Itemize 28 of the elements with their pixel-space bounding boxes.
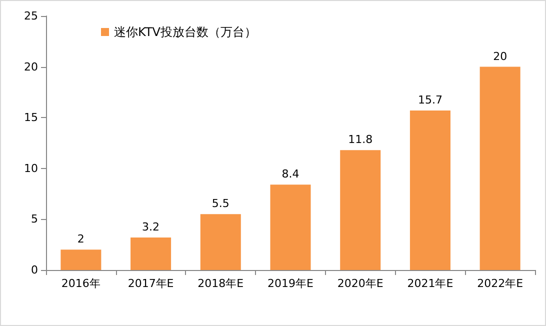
y-tick-label: 0 <box>31 264 38 276</box>
data-label: 8.4 <box>282 168 300 181</box>
data-label: 20 <box>493 50 508 63</box>
y-tick-label: 25 <box>24 10 38 22</box>
x-tick-label: 2019年E <box>268 277 314 290</box>
data-label: 3.2 <box>142 220 160 234</box>
x-tick-label: 2016年 <box>61 277 100 290</box>
data-label: 2 <box>77 232 84 246</box>
y-tick-label: 15 <box>24 111 38 124</box>
bar <box>130 237 172 270</box>
data-label: 15.7 <box>418 93 442 106</box>
bar <box>480 66 520 270</box>
bar <box>200 214 241 270</box>
y-tick-label: 20 <box>24 60 38 74</box>
x-tick-label: 2020年E <box>337 277 384 290</box>
data-label: 11.8 <box>348 133 373 146</box>
bar <box>410 110 450 270</box>
bar <box>270 184 311 270</box>
legend-label: 迷你KTV投放台数（万台） <box>114 25 256 39</box>
bar <box>340 150 381 270</box>
data-label: 5.5 <box>212 197 230 210</box>
bar <box>60 250 102 270</box>
x-tick-label: 2017年E <box>128 277 174 290</box>
x-tick-label: 2022年E <box>477 277 524 290</box>
x-tick-label: 2018年E <box>198 277 244 290</box>
y-tick-label: 5 <box>31 212 38 226</box>
x-tick-label: 2021年E <box>407 277 454 290</box>
y-tick-label: 10 <box>24 162 38 175</box>
